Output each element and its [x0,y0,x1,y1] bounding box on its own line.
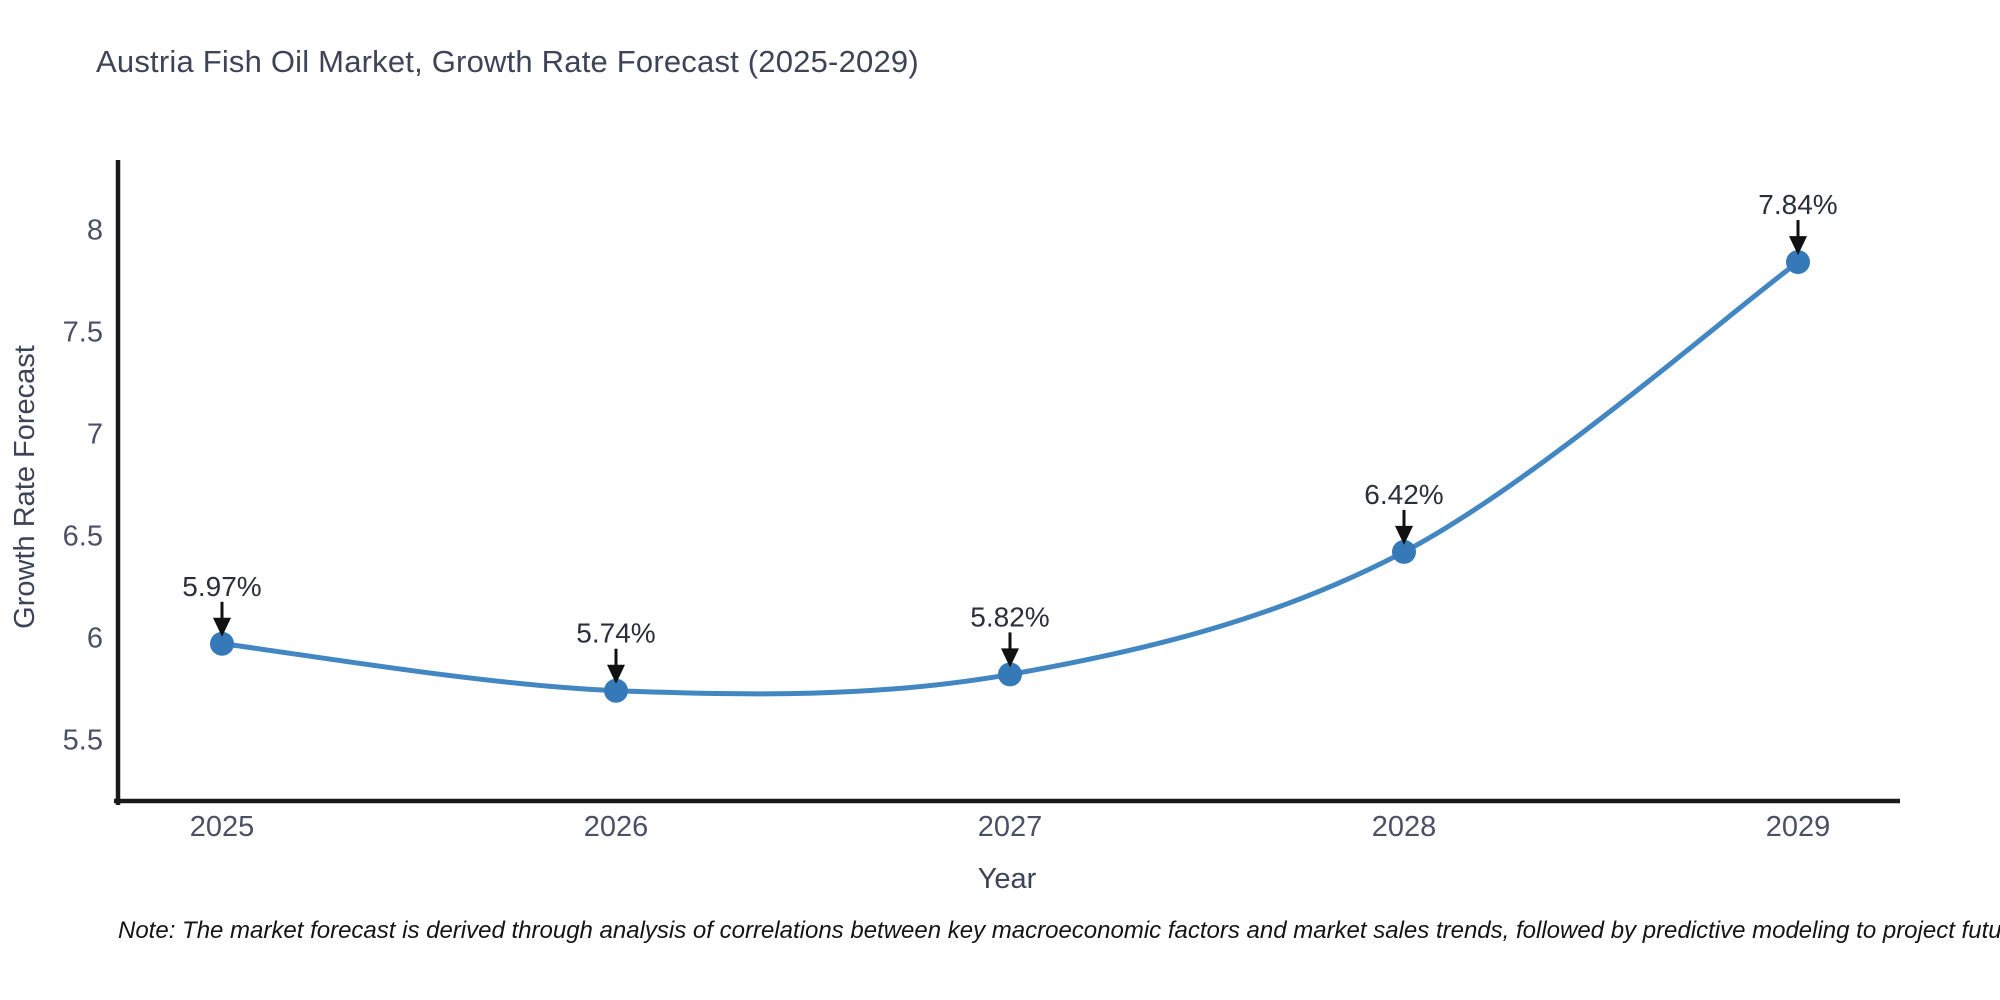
y-axis-title: Growth Rate Forecast [9,345,41,629]
annotation-label-2026: 5.74% [576,618,655,649]
footnote-text: Note: The market forecast is derived thr… [118,917,2000,944]
y-tick-label-8: 8 [87,214,103,246]
y-tick-label-7.5: 7.5 [63,316,103,348]
y-tick-label-6: 6 [87,623,103,655]
annotation-label-2027: 5.82% [970,601,1049,632]
data-point-2026[interactable] [604,678,628,703]
x-tick-label-2026: 2026 [584,811,649,843]
data-point-2025[interactable] [210,631,234,656]
growth-rate-line [219,259,1801,697]
data-point-2027[interactable] [998,662,1022,687]
annotation-arrowhead-2025 [213,617,231,637]
annotation-arrowhead-2026 [607,664,625,684]
y-tick-label-5.5: 5.5 [63,725,103,757]
x-tick-label-2028: 2028 [1372,811,1437,843]
chart-title: Austria Fish Oil Market, Growth Rate For… [96,44,919,79]
y-tick-label-7: 7 [87,419,103,451]
annotation-arrowhead-2028 [1395,525,1413,545]
x-tick-label-2029: 2029 [1766,811,1831,843]
x-tick-label-2027: 2027 [978,811,1043,843]
annotation-label-2025: 5.97% [182,571,261,602]
annotation-label-2029: 7.84% [1758,189,1837,220]
data-point-2028[interactable] [1392,539,1416,564]
annotation-label-2028: 6.42% [1364,479,1443,510]
x-tick-label-2025: 2025 [190,811,255,843]
data-point-2029[interactable] [1786,250,1810,275]
annotation-arrowhead-2029 [1789,236,1807,256]
x-axis-title: Year [978,863,1037,895]
annotation-arrowhead-2027 [1001,648,1019,668]
y-tick-label-6.5: 6.5 [63,521,103,553]
